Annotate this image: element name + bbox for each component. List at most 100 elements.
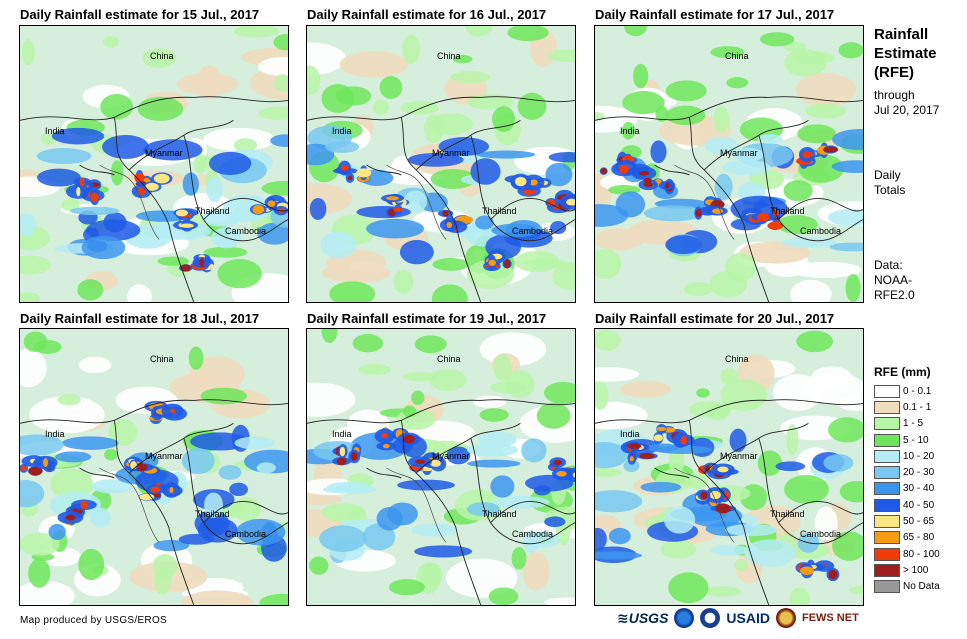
map-credit: Map produced by USGS/EROS xyxy=(20,615,168,626)
country-label-china: China xyxy=(150,354,174,364)
daily-text: Daily xyxy=(874,168,901,182)
panel-title-4: Daily Rainfall estimate for 18 Jul., 201… xyxy=(20,311,260,326)
legend-swatch xyxy=(874,466,900,480)
country-label-thailand: Thailand xyxy=(770,509,805,519)
country-label-thailand: Thailand xyxy=(195,206,230,216)
legend-item: > 100 xyxy=(874,562,940,578)
legend-item: 1 - 5 xyxy=(874,416,940,432)
country-label-cambodia: Cambodia xyxy=(512,226,554,236)
panel-title-3: Daily Rainfall estimate for 17 Jul., 201… xyxy=(595,7,835,22)
legend-item: 0 - 0.1 xyxy=(874,383,940,399)
legend-swatch xyxy=(874,384,900,398)
legend-swatch xyxy=(874,433,900,447)
country-label-myanmar: Myanmar xyxy=(145,148,183,158)
panel-title-1: Daily Rainfall estimate for 15 Jul., 201… xyxy=(20,7,260,22)
country-label-myanmar: Myanmar xyxy=(720,451,758,461)
country-label-thailand: Thailand xyxy=(770,206,805,216)
legend-swatch xyxy=(874,482,900,496)
doi-seal-icon xyxy=(700,608,721,628)
legend-item: 80 - 100 xyxy=(874,546,940,562)
legend-label: 10 - 20 xyxy=(903,450,935,462)
rainfall-map xyxy=(595,26,863,302)
data-source-2: RFE2.0 xyxy=(874,288,915,302)
map-panel-5: China India Myanmar Thailand Cambodia xyxy=(306,328,576,606)
rfe-title-line1: Rainfall xyxy=(874,26,929,43)
legend-swatch xyxy=(874,531,900,545)
rainfall-map xyxy=(307,329,575,605)
legend-label: 40 - 50 xyxy=(903,499,935,511)
country-label-india: India xyxy=(332,429,352,439)
legend-swatch xyxy=(874,580,900,594)
country-label-cambodia: Cambodia xyxy=(225,529,267,539)
rainfall-map xyxy=(20,26,288,302)
country-label-cambodia: Cambodia xyxy=(225,226,267,236)
legend-item: 65 - 80 xyxy=(874,530,940,546)
rfe-title-line3: (RFE) xyxy=(874,64,914,81)
map-panel-6: China India Myanmar Thailand Cambodia xyxy=(594,328,864,606)
map-panel-3: China India Myanmar Thailand Cambodia xyxy=(594,25,864,303)
country-label-myanmar: Myanmar xyxy=(720,148,758,158)
logo-strip: ≋USGS USAID FEWS NET xyxy=(617,608,859,628)
panel-title-2: Daily Rainfall estimate for 16 Jul., 201… xyxy=(307,7,547,22)
legend-item: 50 - 65 xyxy=(874,513,940,529)
data-label: Data: xyxy=(874,258,903,272)
country-label-myanmar: Myanmar xyxy=(145,451,183,461)
legend-item: 5 - 10 xyxy=(874,432,940,448)
legend-item: 0.1 - 1 xyxy=(874,399,940,415)
legend-swatch xyxy=(874,400,900,414)
country-label-china: China xyxy=(725,354,749,364)
country-label-india: India xyxy=(45,429,65,439)
country-label-thailand: Thailand xyxy=(482,206,517,216)
country-label-myanmar: Myanmar xyxy=(432,451,470,461)
legend-item: 10 - 20 xyxy=(874,448,940,464)
legend-label: 50 - 65 xyxy=(903,516,935,528)
legend-item: No Data xyxy=(874,579,940,595)
rfe-title: Rainfall Estimate (RFE) xyxy=(874,25,937,82)
panel-title-5: Daily Rainfall estimate for 19 Jul., 201… xyxy=(307,311,547,326)
country-label-india: India xyxy=(332,126,352,136)
noaa-logo-icon xyxy=(674,608,695,628)
legend-label: 20 - 30 xyxy=(903,467,935,479)
panel-title-6: Daily Rainfall estimate for 20 Jul., 201… xyxy=(595,311,835,326)
legend-label: 80 - 100 xyxy=(903,548,940,560)
country-label-thailand: Thailand xyxy=(482,509,517,519)
map-panel-4: China India Myanmar Thailand Cambodia xyxy=(19,328,289,606)
country-label-india: India xyxy=(45,126,65,136)
legend-swatch xyxy=(874,498,900,512)
legend-item: 20 - 30 xyxy=(874,464,940,480)
legend: 0 - 0.1 0.1 - 1 1 - 5 5 - 10 10 - 20 20 - 30 3… xyxy=(874,383,940,595)
country-label-china: China xyxy=(725,51,749,61)
country-label-cambodia: Cambodia xyxy=(800,226,842,236)
legend-label: 0 - 0.1 xyxy=(903,385,932,397)
legend-swatch xyxy=(874,563,900,577)
data-source-1: NOAA- xyxy=(874,273,913,287)
legend-label: 65 - 80 xyxy=(903,532,935,544)
country-label-cambodia: Cambodia xyxy=(512,529,554,539)
country-label-myanmar: Myanmar xyxy=(432,148,470,158)
legend-swatch xyxy=(874,449,900,463)
usgs-logo: ≋USGS xyxy=(617,609,669,626)
legend-item: 30 - 40 xyxy=(874,481,940,497)
rainfall-map xyxy=(20,329,288,605)
usaid-logo: USAID xyxy=(726,610,770,626)
country-label-china: China xyxy=(437,51,461,61)
legend-item: 40 - 50 xyxy=(874,497,940,513)
country-label-thailand: Thailand xyxy=(195,509,230,519)
legend-label: 30 - 40 xyxy=(903,483,935,495)
country-label-cambodia: Cambodia xyxy=(800,529,842,539)
legend-label: 0.1 - 1 xyxy=(903,401,932,413)
legend-label: 5 - 10 xyxy=(903,434,929,446)
through-date: Jul 20, 2017 xyxy=(874,103,940,117)
map-panel-1: China India Myanmar Thailand Cambodia xyxy=(19,25,289,303)
legend-label: No Data xyxy=(903,581,940,593)
legend-swatch xyxy=(874,417,900,431)
map-panel-2: China India Myanmar Thailand Cambodia xyxy=(306,25,576,303)
fews-seal-icon xyxy=(775,608,796,628)
legend-title: RFE (mm) xyxy=(874,365,931,379)
fews-net-logo: FEWS NET xyxy=(801,612,859,624)
legend-swatch xyxy=(874,515,900,529)
legend-label: > 100 xyxy=(903,564,929,576)
country-label-china: China xyxy=(150,51,174,61)
rfe-title-line2: Estimate xyxy=(874,45,937,62)
country-label-china: China xyxy=(437,354,461,364)
